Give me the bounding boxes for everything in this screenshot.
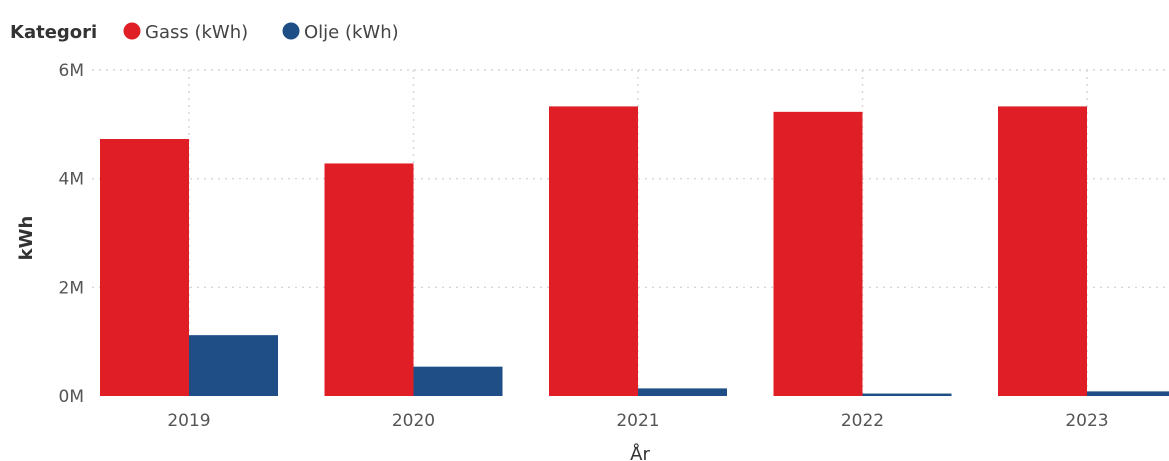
bar-2019-olje[interactable] bbox=[189, 335, 278, 396]
legend: Kategori Gass (kWh) Olje (kWh) bbox=[10, 22, 399, 43]
bar-2023-olje[interactable] bbox=[1087, 391, 1169, 396]
x-axis-title: År bbox=[630, 443, 650, 461]
y-tick-label: 4M bbox=[59, 170, 84, 190]
legend-marker-2 bbox=[282, 22, 300, 40]
legend-item-2[interactable]: Olje (kWh) bbox=[282, 22, 399, 43]
legend-title: Kategori bbox=[10, 22, 97, 43]
bar-2019-gass[interactable] bbox=[100, 139, 189, 396]
y-axis-ticks: 0M 2M 4M 6M bbox=[59, 61, 84, 407]
y-tick-label: 6M bbox=[59, 61, 84, 81]
bar-2022-olje[interactable] bbox=[862, 393, 952, 396]
legend-label-2: Olje (kWh) bbox=[304, 22, 399, 43]
bar-2020-olje[interactable] bbox=[413, 366, 503, 396]
legend-item-1[interactable]: Gass (kWh) bbox=[123, 22, 249, 43]
bar-2020-gass[interactable] bbox=[324, 163, 414, 396]
x-tick-label: 2019 bbox=[167, 411, 210, 431]
y-tick-label: 2M bbox=[59, 278, 84, 298]
bars bbox=[100, 106, 1169, 397]
x-axis-ticks: 2019 2020 2021 2022 2023 bbox=[167, 411, 1108, 431]
legend-label-1: Gass (kWh) bbox=[145, 22, 248, 43]
bar-2021-olje[interactable] bbox=[638, 388, 727, 396]
y-tick-label: 0M bbox=[59, 387, 84, 407]
x-tick-label: 2023 bbox=[1065, 411, 1108, 431]
x-tick-label: 2022 bbox=[841, 411, 884, 431]
bar-2021-gass[interactable] bbox=[549, 106, 638, 397]
y-axis-title: kWh bbox=[16, 216, 37, 261]
x-tick-label: 2021 bbox=[616, 411, 659, 431]
bar-2022-gass[interactable] bbox=[773, 111, 863, 396]
bar-2023-gass[interactable] bbox=[998, 106, 1087, 397]
x-tick-label: 2020 bbox=[392, 411, 435, 431]
legend-marker-1 bbox=[123, 22, 141, 40]
